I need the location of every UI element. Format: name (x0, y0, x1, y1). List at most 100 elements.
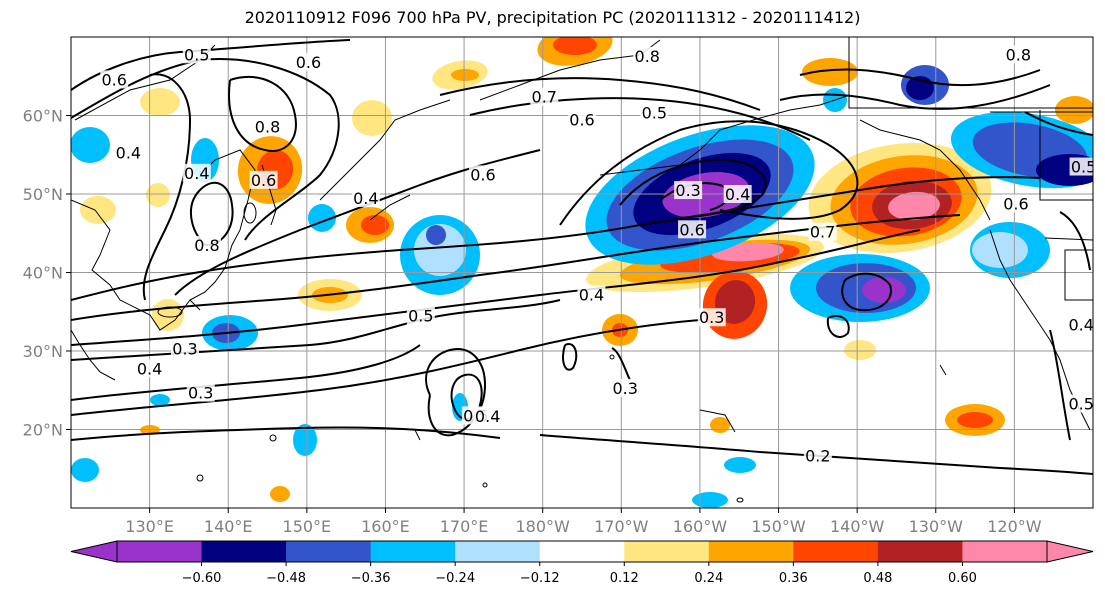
pv-contours (71, 39, 1093, 475)
lon-tick-label: 140°E (204, 517, 253, 536)
contour-label: 0.2 (805, 446, 830, 465)
contour-label: 0.4 (353, 189, 378, 208)
lon-tick-label: 170°W (594, 517, 649, 536)
colorbar-tick-label: 0.12 (610, 571, 639, 586)
contour-label: 0.6 (1003, 194, 1028, 213)
lon-tick-label: 150°E (283, 517, 332, 536)
contour-label: 0.6 (470, 165, 495, 184)
contour-label: 0.8 (255, 117, 280, 136)
axis-ticks: 130°E 140°E 150°E 160°E 170°E 180°W 170°W 160°W… (23, 107, 1042, 537)
contour-label-bg (697, 308, 726, 327)
contour-label: 0.6 (679, 220, 704, 239)
contour-label-bg (568, 110, 596, 129)
colorbar: −0.60 −0.48 −0.36 −0.24 −0.12 0.12 0.24 0.36 0.4… (70, 540, 1094, 586)
lat-tick-label: 20°N (23, 421, 63, 440)
colorbar-swatch (962, 541, 1048, 562)
contour-label: 0.7 (810, 223, 835, 242)
lat-tick-label: 40°N (23, 264, 63, 283)
colorbar-tick-label: 0.60 (948, 571, 977, 586)
contour-label-bg (1001, 194, 1030, 213)
contour-label: 0.4 (116, 143, 141, 162)
contour-label: 0.6 (251, 171, 276, 190)
contour-label-bg (674, 181, 703, 200)
contour-label-bg (640, 103, 669, 122)
contour-label-bg (351, 188, 380, 207)
contour-label-bg (182, 163, 211, 182)
contour-label: 0.5 (1068, 395, 1093, 414)
contour-label-bg (468, 165, 497, 184)
lat-tick-label: 50°N (23, 185, 63, 204)
colorbar-swatch (370, 541, 456, 562)
colorbar-swatch (117, 541, 203, 562)
colorbar-extend-high (1046, 540, 1094, 563)
lon-tick-label: 130°E (125, 517, 174, 536)
lon-tick-label: 140°W (830, 517, 885, 536)
contour-label: 0.5 (1071, 158, 1096, 177)
contour-label-bg (808, 222, 837, 241)
contour-label: 0.6 (569, 110, 594, 129)
contour-label: 0.5 (184, 45, 209, 64)
contour-label: 0.8 (635, 47, 660, 66)
contour-label: 0.4 (1068, 315, 1093, 334)
colorbar-extend-low (70, 540, 118, 563)
contour-label-bg (253, 117, 282, 136)
contour-label: 0.4 (475, 407, 500, 426)
contour-label-bg (186, 383, 215, 402)
colorbar-tick-label: −0.12 (520, 571, 560, 586)
contour-label-bg (530, 87, 559, 106)
colorbar-swatch (201, 541, 287, 562)
colorbar-swatch (877, 541, 963, 562)
contour-label-bg (100, 70, 129, 89)
contour-label: 0.3 (699, 308, 724, 327)
contour-label-bg (1067, 315, 1093, 334)
lon-tick-label: 180°W (516, 517, 571, 536)
lon-tick-label: 120°W (987, 517, 1042, 536)
contour-label: 0.4 (137, 359, 162, 378)
contour-label-bg (803, 446, 832, 465)
contour-label: 0.8 (1006, 45, 1031, 64)
contour-label: 0.3 (188, 384, 213, 403)
contour-label-bg (135, 359, 164, 378)
contour-label-bg (577, 285, 606, 304)
map-title: 2020110912 F096 700 hPa PV, precipitatio… (244, 8, 861, 27)
contour-label: 0.5 (642, 103, 667, 122)
contour-label: 0.3 (172, 340, 197, 359)
lon-tick-label: 170°E (440, 517, 489, 536)
coastlines (71, 37, 1093, 503)
colorbar-tick-label: −0.60 (182, 571, 222, 586)
colorbar-tick-label: −0.48 (266, 571, 306, 586)
colorbar-tick-label: −0.36 (351, 571, 391, 586)
colorbar-tick-label: 0.36 (779, 571, 808, 586)
colorbar-swatch (793, 541, 879, 562)
lon-tick-label: 130°W (909, 517, 964, 536)
contour-label-bg (193, 236, 222, 255)
colorbar-swatch (539, 541, 625, 562)
contour-label-bg (294, 53, 323, 72)
contour-label-bg (182, 45, 211, 64)
colorbar-swatch (286, 541, 372, 562)
colorbar-tick-label: −0.24 (435, 571, 475, 586)
contour-label: 0.4 (184, 164, 209, 183)
contour-label: 0.3 (675, 181, 700, 200)
colorbar-swatch (624, 541, 710, 562)
contour-label: 0.6 (296, 53, 321, 72)
contour-label-bg (114, 143, 143, 162)
contour-label: 0.6 (102, 70, 127, 89)
contour-label-bg (633, 46, 662, 65)
contour-label-bg (723, 185, 752, 203)
contour-label-bg (170, 339, 199, 358)
contour-label: 0.3 (613, 379, 638, 398)
pv-contour-labels: 0.5 0.6 0.6 0.4 0.8 0.4 0.6 0.8 0.4 0.6 0.8 0.7 0.6 0… (100, 45, 1096, 465)
contour-label-bg (473, 407, 502, 426)
contour-label: 0.4 (725, 185, 750, 204)
contour-label-bg (678, 220, 707, 239)
colorbar-swatch (455, 541, 541, 562)
contour-label-bg (1067, 394, 1093, 413)
colorbar-tick-label: 0.48 (863, 571, 892, 586)
contour-label: 0.4 (579, 285, 604, 304)
lon-tick-label: 160°E (361, 517, 410, 536)
contour-label-bg (249, 170, 278, 189)
contour-label: 0.7 (532, 88, 557, 107)
contour-label: 0.5 (408, 307, 433, 326)
